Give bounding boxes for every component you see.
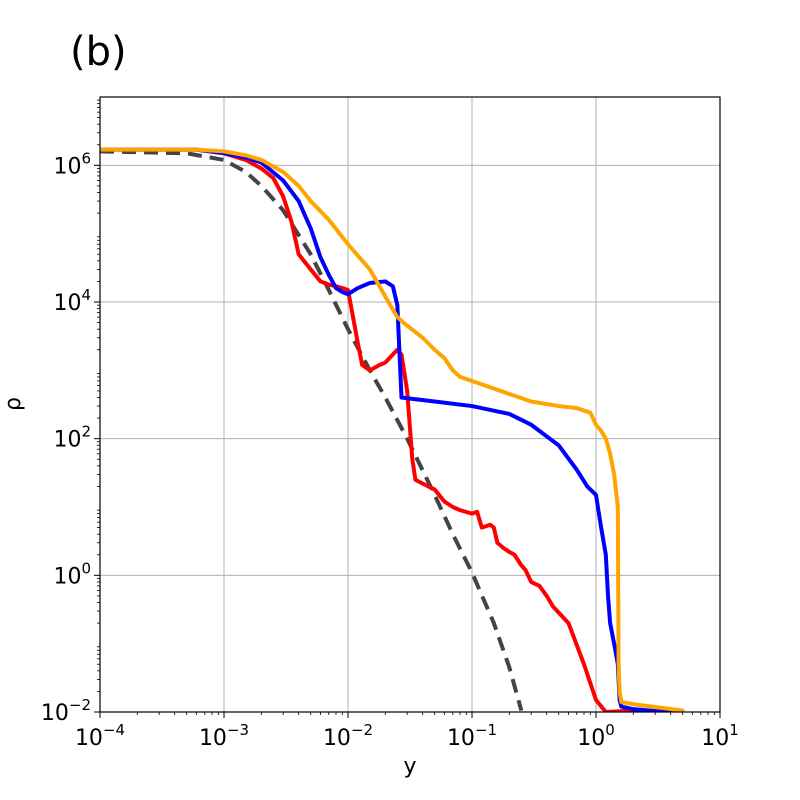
- y-tick-label: 102: [53, 423, 91, 453]
- x-axis-label: y: [403, 754, 416, 779]
- x-tick-label: 10−4: [75, 721, 125, 751]
- x-tick-label: 10−1: [447, 721, 497, 751]
- panel-label: (b): [70, 29, 127, 75]
- series-group: [100, 147, 685, 712]
- y-tick-label: 104: [53, 286, 91, 316]
- x-tick-label: 101: [701, 721, 739, 751]
- plot-frame: [99, 96, 721, 713]
- x-tick-label: 10−3: [199, 721, 249, 751]
- y-tick-label: 100: [53, 559, 91, 589]
- y-tick-label: 106: [53, 149, 91, 179]
- y-tick-label: 10−2: [41, 696, 91, 726]
- x-tick-label: 10−2: [323, 721, 373, 751]
- x-ticks: 10−4 10−3 10−2 10−1 100 101: [75, 712, 739, 751]
- x-tick-label: 100: [577, 721, 615, 751]
- series-line-4: [100, 147, 685, 712]
- y-axis-label: ρ: [1, 397, 26, 411]
- y-ticks: 10−2 100 102 104 106: [41, 99, 100, 726]
- series-line-3: [100, 147, 684, 712]
- series-line-2: [100, 147, 684, 712]
